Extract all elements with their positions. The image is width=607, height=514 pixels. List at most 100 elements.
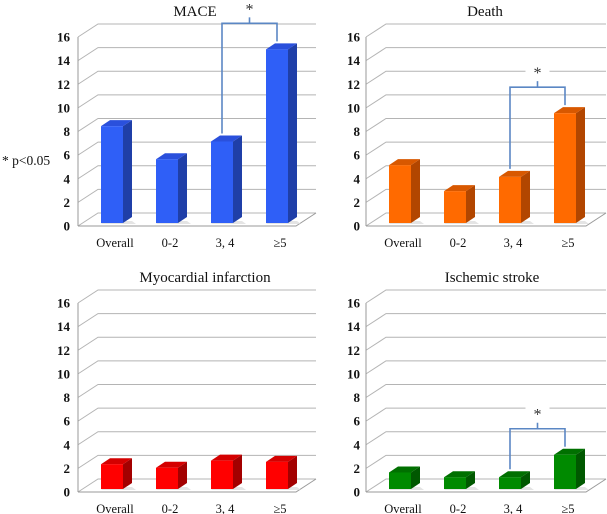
significance-bracket: * <box>221 1 278 134</box>
y-tick-label: 14 <box>57 319 71 334</box>
gridline <box>77 118 316 132</box>
bar-front-face <box>499 477 521 489</box>
gridline <box>77 165 316 180</box>
y-tick-label: 0 <box>64 219 71 234</box>
x-tick-label: 3, 4 <box>504 236 524 250</box>
y-tick-label: 14 <box>57 53 71 68</box>
gridline <box>365 478 606 493</box>
significance-bracket: * <box>509 406 566 470</box>
gridline <box>365 336 606 351</box>
gridline <box>77 212 316 227</box>
gridline <box>365 47 606 62</box>
bar-front-face <box>499 176 521 223</box>
chart-panel-ischemic-stroke: Ischemic stroke 0 2 4 6 8 10 12 14 16 Overall 0-2 3,… <box>347 270 607 514</box>
floor-edge <box>78 478 317 493</box>
bar-3-4 <box>499 471 534 490</box>
y-tick-label: 8 <box>354 390 361 405</box>
bar-side-face <box>521 471 530 489</box>
x-tick-label: 0-2 <box>450 236 467 250</box>
y-tick-label: 10 <box>57 366 70 381</box>
y-tick-label: 6 <box>354 148 361 163</box>
bracket-line <box>509 86 566 169</box>
y-tick-label: 4 <box>354 171 361 186</box>
y-tick-label: 4 <box>354 437 361 452</box>
bar-side-face <box>411 466 420 489</box>
bar-front-face <box>101 126 123 223</box>
x-tick-label: ≥5 <box>561 502 574 514</box>
x-tick-label: 0-2 <box>450 502 467 514</box>
y-tick-label: 4 <box>64 171 71 186</box>
gridline <box>77 141 316 156</box>
bar-overall <box>101 458 136 490</box>
bar-front-face <box>266 461 288 489</box>
gridline <box>77 384 316 398</box>
y-tick-label: 4 <box>64 437 71 452</box>
bar-side-face <box>178 461 187 489</box>
y-tick-label: 0 <box>64 485 71 500</box>
bar-front-face <box>554 454 576 489</box>
y-tick-label: 16 <box>57 296 71 311</box>
bar-side-face <box>466 471 475 489</box>
gridline <box>365 23 606 38</box>
chart-panel-mace: MACE 0 2 4 6 8 10 12 14 16 Overall 0-2 3, 4 ≥5 * <box>57 1 317 250</box>
x-tick-label: 3, 4 <box>216 502 236 514</box>
bar-front-face <box>211 460 233 489</box>
gridline <box>77 313 316 328</box>
gridline <box>365 313 606 328</box>
bar-front-face <box>156 467 178 489</box>
bar-gte5 <box>266 43 301 224</box>
bar-side-face <box>123 120 132 223</box>
y-tick-label: 16 <box>57 30 71 45</box>
x-tick-label: 0-2 <box>162 502 179 514</box>
gridline <box>365 454 606 469</box>
bar-front-face <box>101 464 123 489</box>
bar-side-face <box>288 43 297 224</box>
gridline <box>365 141 606 156</box>
bracket-line <box>509 427 566 470</box>
gridline <box>77 336 316 351</box>
gridline <box>365 165 606 180</box>
y-tick-label: 10 <box>57 100 70 115</box>
bar-side-face <box>466 185 475 223</box>
gridline <box>77 289 316 304</box>
gridline <box>365 212 606 227</box>
y-tick-label: 8 <box>64 390 71 405</box>
x-tick-label: Overall <box>96 502 134 514</box>
bar-side-face <box>576 448 585 489</box>
bar-front-face <box>211 141 233 223</box>
bar-3-4 <box>499 170 534 224</box>
x-tick-label: ≥5 <box>273 502 286 514</box>
y-tick-label: 2 <box>64 195 71 210</box>
y-tick-label: 6 <box>64 148 71 163</box>
y-tick-label: 2 <box>354 195 361 210</box>
bar-0-2 <box>156 461 191 490</box>
bar-side-face <box>521 170 530 223</box>
bar-overall <box>389 159 424 224</box>
chart-panel-myocardial-infarction: Myocardial infarction 0 2 4 6 8 10 12 14 16 Overal… <box>57 270 317 514</box>
y-tick-label: 12 <box>57 343 70 358</box>
gridline <box>365 431 606 446</box>
floor-edge <box>366 478 607 493</box>
x-tick-label: ≥5 <box>561 236 574 250</box>
bar-top-face <box>389 159 420 166</box>
y-tick-label: 8 <box>64 124 71 139</box>
bar-top-face <box>211 454 242 461</box>
significance-star: * <box>246 1 254 18</box>
bar-side-face <box>233 454 242 489</box>
significance-star: * <box>534 65 542 82</box>
bar-0-2 <box>444 471 479 490</box>
bar-top-face <box>499 471 530 478</box>
gridline <box>365 188 606 203</box>
bar-top-face <box>156 461 187 468</box>
bar-gte5 <box>266 455 301 490</box>
bracket-line <box>221 22 278 134</box>
floor-edge <box>366 212 607 227</box>
bar-top-face <box>444 185 475 192</box>
gridline <box>77 47 316 62</box>
chart-title: Ischemic stroke <box>445 270 540 286</box>
star-background <box>525 65 550 80</box>
gridline <box>365 384 606 398</box>
bar-0-2 <box>444 185 479 224</box>
bar-0-2 <box>156 153 191 224</box>
